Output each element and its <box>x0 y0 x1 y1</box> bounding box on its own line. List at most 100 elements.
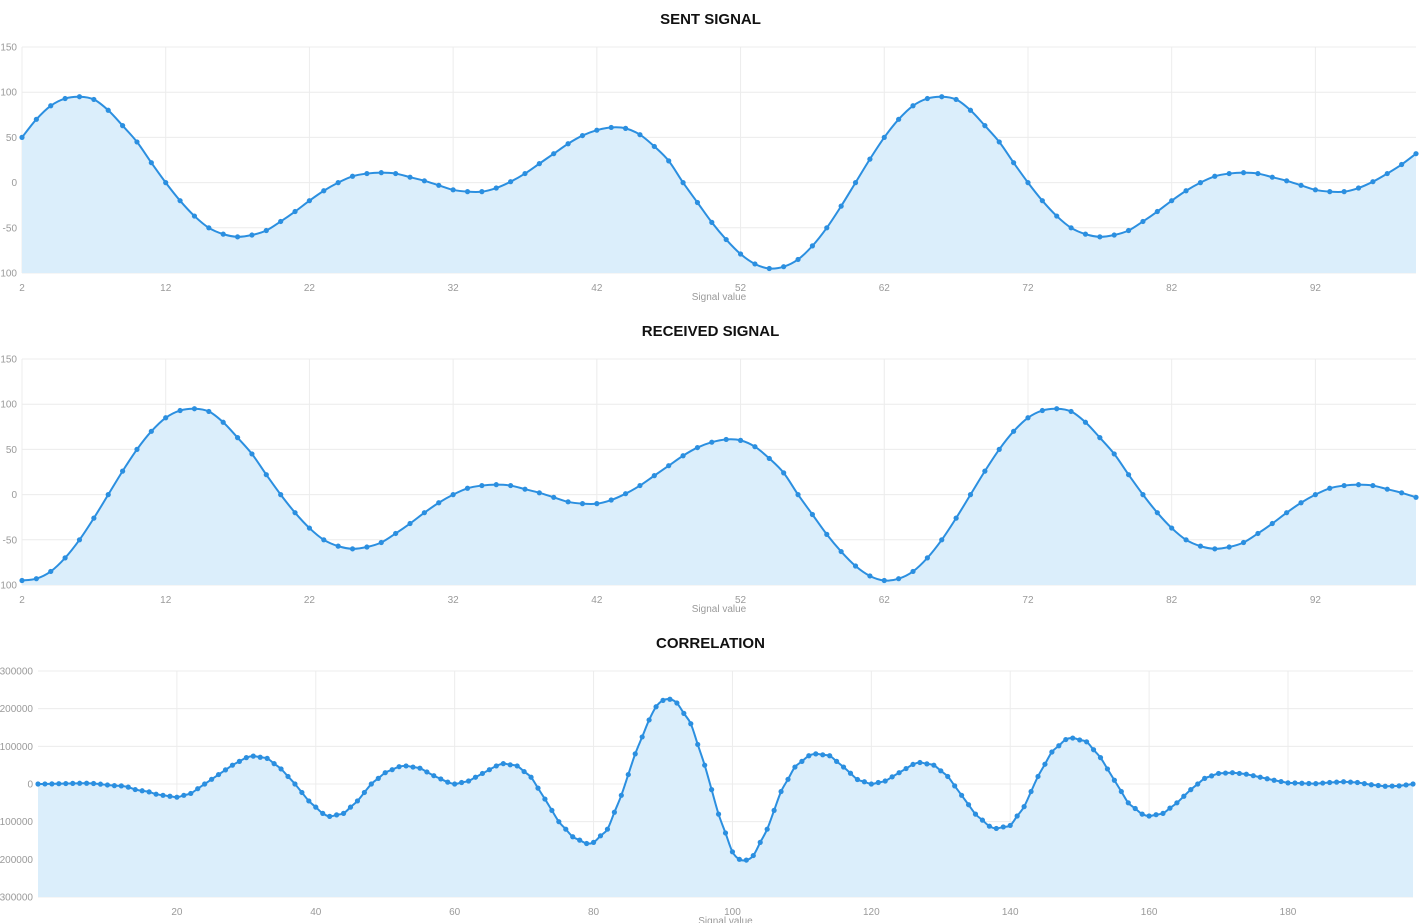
correlation-data-point <box>479 770 486 777</box>
correlation-data-point <box>507 762 513 768</box>
correlation-data-point <box>1368 782 1374 788</box>
received-x-tick-label: 2 <box>19 595 25 606</box>
sent-data-point <box>536 161 542 167</box>
sent-x-axis-label: Signal value <box>692 292 747 303</box>
correlation-data-point <box>500 761 506 767</box>
sent-data-point <box>1154 208 1160 215</box>
correlation-data-point <box>785 776 791 782</box>
correlation-data-point <box>896 770 902 776</box>
sent-data-point <box>795 256 801 263</box>
received-data-point <box>781 470 787 476</box>
correlation-data-point <box>1340 779 1347 785</box>
correlation-data-point <box>375 775 381 781</box>
received-data-point <box>608 497 614 503</box>
received-data-point <box>881 577 887 584</box>
sent-data-point <box>752 261 758 267</box>
received-data-point <box>134 446 140 452</box>
received-data-point <box>1054 406 1060 412</box>
correlation-data-point <box>681 710 687 716</box>
correlation-data-point <box>1077 737 1083 743</box>
received-data-point <box>62 555 68 561</box>
received-chart-title: RECEIVED SIGNAL <box>642 323 780 340</box>
sent-data-point <box>852 180 859 186</box>
received-data-point <box>464 485 471 491</box>
correlation-data-point <box>306 798 312 804</box>
sent-data-point <box>1312 187 1318 193</box>
sent-data-point <box>1183 188 1189 194</box>
received-data-point <box>1269 520 1275 527</box>
sent-data-point <box>393 170 399 177</box>
correlation-data-point <box>736 856 742 862</box>
received-data-point <box>148 428 154 434</box>
correlation-data-point <box>63 780 69 787</box>
correlation-data-point <box>903 765 909 772</box>
received-data-point <box>1125 472 1132 478</box>
sent-data-point <box>19 134 25 140</box>
correlation-data-point <box>1209 773 1215 779</box>
received-data-point <box>766 455 772 462</box>
correlation-data-point <box>1153 812 1159 818</box>
sent-y-tick-label: 150 <box>0 43 17 54</box>
correlation-data-point <box>924 761 930 767</box>
correlation-data-point <box>1264 776 1270 782</box>
received-x-tick-label: 22 <box>304 595 316 606</box>
correlation-data-point <box>1285 780 1291 786</box>
correlation-data-point <box>674 700 680 706</box>
correlation-data-point <box>1306 780 1312 787</box>
correlation-data-point <box>257 754 263 760</box>
sent-data-point <box>1370 179 1376 185</box>
sent-data-point <box>206 225 212 231</box>
sent-data-point <box>62 95 68 102</box>
correlation-x-tick-label: 180 <box>1280 907 1297 918</box>
correlation-data-point <box>1084 739 1090 745</box>
sent-y-tick-label: 0 <box>11 178 17 189</box>
correlation-data-point <box>111 783 117 789</box>
received-data-point <box>824 531 830 537</box>
received-data-point <box>1212 546 1218 552</box>
correlation-data-point <box>160 792 166 798</box>
received-data-point <box>1039 407 1045 414</box>
received-data-point <box>709 439 715 445</box>
correlation-y-tick-label: 300000 <box>0 893 33 904</box>
correlation-data-point <box>882 778 888 784</box>
correlation-data-point <box>1195 781 1201 787</box>
correlation-data-point <box>625 771 631 778</box>
correlation-data-point <box>959 792 965 798</box>
received-data-point <box>306 525 313 531</box>
correlation-y-tick-label: 0 <box>27 780 33 791</box>
correlation-data-point <box>1292 780 1298 786</box>
correlation-data-point <box>771 807 777 813</box>
sent-series-area <box>22 96 1416 273</box>
received-data-point <box>1240 539 1247 546</box>
received-y-tick-label: 50 <box>6 445 18 456</box>
correlation-data-point <box>1111 777 1117 783</box>
correlation-data-point <box>729 849 736 855</box>
correlation-data-point <box>264 755 270 761</box>
correlation-data-point <box>285 773 291 780</box>
sent-data-point <box>1240 170 1247 176</box>
correlation-data-point <box>320 810 326 816</box>
received-data-point <box>651 473 657 479</box>
sent-data-point <box>234 234 241 240</box>
correlation-data-point <box>1000 824 1006 830</box>
correlation-data-point <box>535 785 541 791</box>
correlation-data-point <box>292 781 298 787</box>
received-data-point <box>1384 486 1390 492</box>
correlation-data-point <box>396 764 402 770</box>
correlation-data-point <box>299 789 305 796</box>
correlation-data-point <box>49 781 55 787</box>
received-y-tick-label: 100 <box>0 400 17 411</box>
correlation-data-point <box>472 774 479 780</box>
received-y-tick-label: 100 <box>0 581 17 592</box>
correlation-data-point <box>702 762 708 768</box>
sent-data-point <box>1384 170 1390 177</box>
sent-data-point <box>407 174 413 180</box>
sent-series-points <box>19 94 1419 272</box>
sent-data-point <box>838 203 844 209</box>
correlation-data-point <box>77 780 83 786</box>
received-data-point <box>19 577 25 584</box>
correlation-data-point <box>361 789 367 796</box>
received-data-point <box>1025 415 1031 421</box>
sent-data-point <box>321 188 327 194</box>
